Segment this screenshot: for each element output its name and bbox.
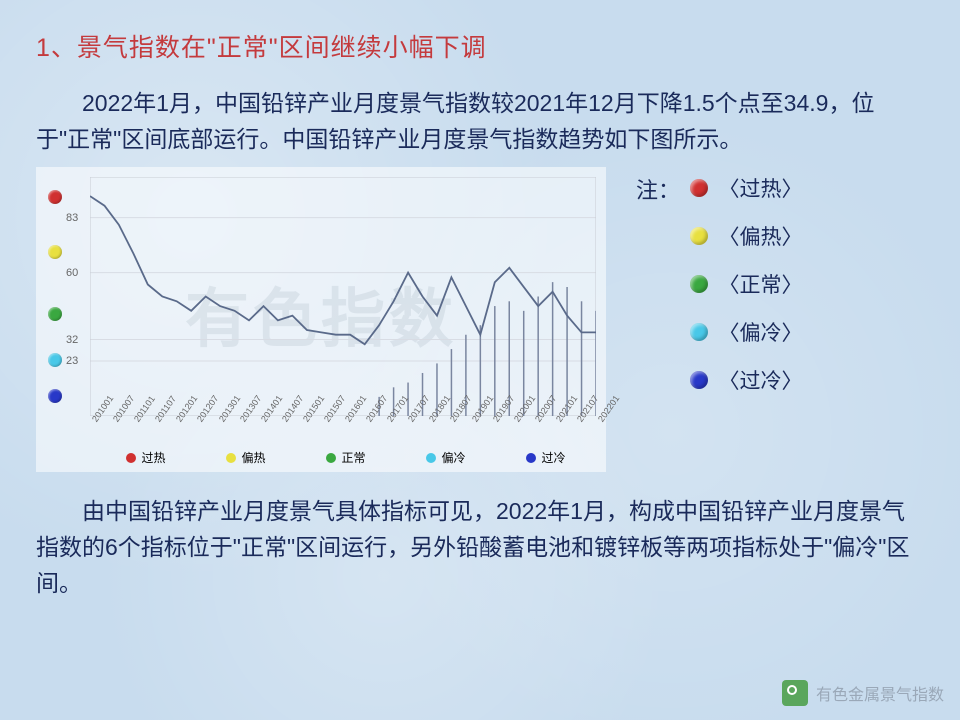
legend-right: 注： 〈过热〉〈偏热〉〈正常〉〈偏冷〉〈过冷〉 [636, 167, 802, 413]
legend-item: 〈正常〉 [690, 269, 802, 299]
chart-legend-item: 正常 [326, 449, 365, 466]
chart-legend-label: 正常 [341, 449, 365, 466]
chart-legend-item: 偏冷 [426, 449, 465, 466]
chart-legend-label: 偏冷 [441, 449, 465, 466]
legend-item-label: 〈过冷〉 [718, 365, 802, 395]
legend-note-label: 注： [636, 173, 680, 205]
chart-legend-dot-icon [326, 453, 336, 463]
zone-dot-icon [48, 245, 62, 259]
legend-item-label: 〈过热〉 [718, 173, 802, 203]
paragraph-1: 2022年1月，中国铅锌产业月度景气指数较2021年12月下降1.5个点至34.… [36, 86, 924, 157]
zone-dot-icon [48, 389, 62, 403]
legend-dot-icon [690, 179, 708, 197]
chart-legend-label: 过冷 [541, 449, 565, 466]
source-watermark: 有色金属景气指数 [782, 680, 944, 706]
legend-item: 〈偏热〉 [690, 221, 802, 251]
legend-dot-icon [690, 275, 708, 293]
chart-legend-dot-icon [126, 453, 136, 463]
chart-bottom-legend: 过热 偏热 正常 偏冷 过冷 [96, 449, 596, 466]
y-tick-label: 83 [66, 212, 78, 224]
y-tick-label: 60 [66, 267, 78, 279]
chart-plot [90, 177, 596, 416]
y-tick-label: 32 [66, 334, 78, 346]
legend-dot-icon [690, 227, 708, 245]
chart-container: 有色指数 83603223 20100120100720110120110720… [36, 167, 606, 472]
chart-legend-item: 过热 [126, 449, 165, 466]
legend-item-label: 〈偏热〉 [718, 221, 802, 251]
legend-items: 〈过热〉〈偏热〉〈正常〉〈偏冷〉〈过冷〉 [690, 173, 802, 413]
chart-legend-dot-icon [226, 453, 236, 463]
source-watermark-text: 有色金属景气指数 [816, 681, 944, 705]
y-tick-label: 23 [66, 355, 78, 367]
section-title: 1、景气指数在"正常"区间继续小幅下调 [36, 28, 924, 64]
chart-svg [90, 177, 596, 416]
zone-dot-icon [48, 353, 62, 367]
zone-dot-icon [48, 307, 62, 321]
legend-dot-icon [690, 371, 708, 389]
chart-legend-item: 过冷 [526, 449, 565, 466]
chart-legend-dot-icon [426, 453, 436, 463]
paragraph-2: 由中国铅锌产业月度景气具体指标可见，2022年1月，构成中国铅锌产业月度景气指数… [36, 494, 924, 601]
chart-legend-label: 过热 [141, 449, 165, 466]
legend-dot-icon [690, 323, 708, 341]
chart-legend-label: 偏热 [241, 449, 265, 466]
legend-item-label: 〈正常〉 [718, 269, 802, 299]
legend-item: 〈过热〉 [690, 173, 802, 203]
legend-item: 〈过冷〉 [690, 365, 802, 395]
x-axis-labels: 2010012010072011012011072012012012072013… [90, 418, 596, 446]
legend-item: 〈偏冷〉 [690, 317, 802, 347]
chart-row: 有色指数 83603223 20100120100720110120110720… [36, 167, 924, 472]
chart-legend-item: 偏热 [226, 449, 265, 466]
zone-dot-icon [48, 190, 62, 204]
wechat-icon [782, 680, 808, 706]
legend-item-label: 〈偏冷〉 [718, 317, 802, 347]
chart-legend-dot-icon [526, 453, 536, 463]
